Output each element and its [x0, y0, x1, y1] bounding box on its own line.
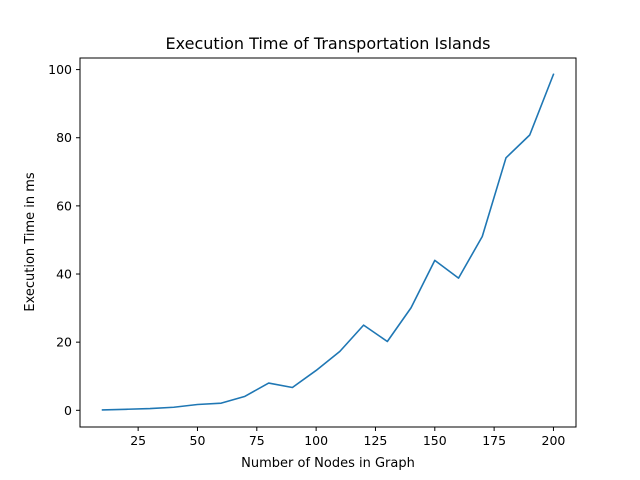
y-tick-label: 80 [56, 130, 72, 145]
plot-area [101, 73, 555, 411]
y-tick-label: 100 [48, 62, 72, 77]
x-tick-label: 150 [423, 433, 447, 448]
x-tick-label: 175 [482, 433, 506, 448]
y-tick-label: 40 [56, 267, 72, 282]
x-axis: 25 50 75 100 125 150 175 200 [130, 427, 565, 448]
x-tick-label: 100 [304, 433, 328, 448]
x-tick-label: 25 [130, 433, 146, 448]
x-tick-label: 200 [542, 433, 566, 448]
series-line [101, 73, 555, 411]
y-axis: 0 20 40 60 80 100 [48, 62, 80, 418]
y-tick-label: 20 [56, 335, 72, 350]
y-axis-label: Execution Time in ms [23, 172, 38, 312]
x-axis-label: Number of Nodes in Graph [241, 456, 415, 471]
y-tick-label: 0 [64, 403, 72, 418]
x-tick-label: 75 [249, 433, 265, 448]
x-tick-label: 125 [364, 433, 388, 448]
chart-title: Execution Time of Transportation Islands [166, 34, 491, 53]
plot-frame [79, 57, 577, 428]
x-tick-label: 50 [190, 433, 206, 448]
y-tick-label: 60 [56, 198, 72, 213]
